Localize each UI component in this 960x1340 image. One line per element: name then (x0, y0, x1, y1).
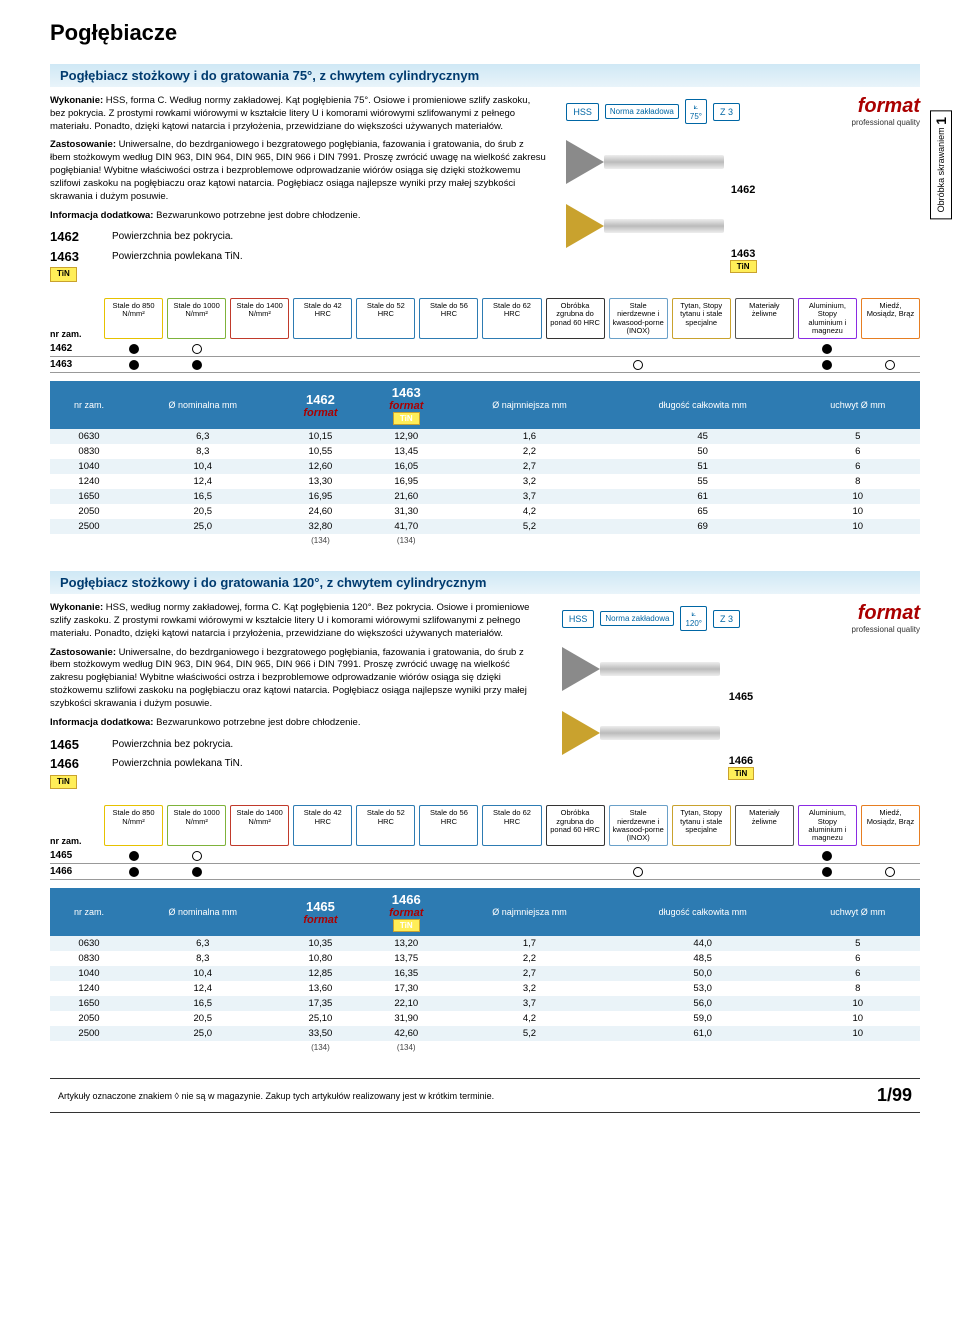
material-cell: Stale do 52 HRC (356, 805, 415, 846)
tool-illustration: 1462 (566, 140, 920, 196)
side-tab-num: 1 (933, 117, 949, 125)
badge-norma: Norma zakładowa (605, 104, 679, 119)
footer: Artykuły oznaczone znakiem ◊ nie są w ma… (50, 1078, 920, 1113)
page-title: Pogłębiacze (50, 20, 920, 46)
badge-hss: HSS (562, 610, 595, 628)
description: Wykonanie: HSS, według normy zakładowej,… (50, 602, 542, 795)
side-tab: Obróbka skrawaniem 1 (930, 110, 952, 219)
badges-row: HSS Norma zakładowa ⟀120° Z 3 (562, 606, 740, 631)
section: Pogłębiacz stożkowy i do gratowania 75°,… (50, 64, 920, 547)
material-row: 1463 (50, 357, 920, 373)
table-row: 124012,413,3016,953,2558 (50, 474, 920, 489)
table-row: 165016,516,9521,603,76110 (50, 489, 920, 504)
brand-logo: formatprofessional quality (740, 95, 920, 127)
section-header: Pogłębiacz stożkowy i do gratowania 75°,… (50, 64, 920, 87)
brand-logo: formatprofessional quality (740, 602, 920, 634)
table-row: 08308,310,5513,452,2506 (50, 444, 920, 459)
section-header: Pogłębiacz stożkowy i do gratowania 120°… (50, 571, 920, 594)
badge-norma: Norma zakładowa (600, 611, 674, 626)
tool-illustration: 1465 (562, 647, 920, 703)
side-tab-text: Obróbka skrawaniem (936, 127, 946, 212)
material-cell: Tytan, Stopy tytanu i stale specjalne (672, 298, 731, 339)
tin-chip: TiN (50, 775, 77, 790)
table-row: 06306,310,3513,201,744,05 (50, 936, 920, 951)
badges-row: HSS Norma zakładowa ⟀75° Z 3 (566, 99, 740, 124)
section: Pogłębiacz stożkowy i do gratowania 120°… (50, 571, 920, 1054)
material-cell: Stale do 62 HRC (482, 805, 541, 846)
table-row: 06306,310,1512,901,6455 (50, 429, 920, 444)
material-cell: Stale do 56 HRC (419, 298, 478, 339)
price-table: nr zam.Ø nominalna mm1462format1463forma… (50, 381, 920, 547)
badge-angle: ⟀120° (680, 606, 707, 631)
table-row: 08308,310,8013,752,248,56 (50, 951, 920, 966)
material-cell: Stale nierdzewne i kwasood-porne (INOX) (609, 298, 668, 339)
material-row: 1466 (50, 864, 920, 880)
tin-chip: TiN (50, 267, 77, 282)
table-row: 104010,412,8516,352,750,06 (50, 966, 920, 981)
material-cell: Stale do 56 HRC (419, 805, 478, 846)
variant-row: 1465Powierzchnia bez pokrycia. (50, 736, 542, 754)
material-cell: Stale do 850 N/mm² (104, 805, 163, 846)
material-cell: Aluminium, Stopy aluminium i magnezu (798, 298, 857, 339)
badge-z3: Z 3 (713, 103, 740, 121)
footer-note: Artykuły oznaczone znakiem ◊ nie są w ma… (58, 1091, 494, 1101)
table-row: 165016,517,3522,103,756,010 (50, 996, 920, 1011)
tool-illustration: 1466TiN (562, 711, 920, 780)
description: Wykonanie: HSS, forma C. Według normy za… (50, 95, 546, 288)
material-cell: Stale do 62 HRC (482, 298, 541, 339)
variant-row: 1466Powierzchnia powlekana TiN. (50, 755, 542, 773)
material-cell: Obróbka zgrubna do ponad 60 HRC (546, 805, 605, 846)
materials-header: nr zam.Stale do 850 N/mm²Stale do 1000 N… (50, 805, 920, 846)
badge-z3: Z 3 (713, 610, 740, 628)
materials-header: nr zam.Stale do 850 N/mm²Stale do 1000 N… (50, 298, 920, 339)
material-cell: Stale do 850 N/mm² (104, 298, 163, 339)
footer-page: 1/99 (877, 1085, 912, 1106)
material-row: 1465 (50, 848, 920, 864)
table-row: 205020,525,1031,904,259,010 (50, 1011, 920, 1026)
material-cell: Materiały żeliwne (735, 298, 794, 339)
material-cell: Aluminium, Stopy aluminium i magnezu (798, 805, 857, 846)
material-cell: Stale nierdzewne i kwasood-porne (INOX) (609, 805, 668, 846)
material-cell: Stale do 1000 N/mm² (167, 298, 226, 339)
material-cell: Miedź, Mosiądz, Brąz (861, 298, 920, 339)
material-cell: Stale do 52 HRC (356, 298, 415, 339)
material-cell: Obróbka zgrubna do ponad 60 HRC (546, 298, 605, 339)
material-cell: Tytan, Stopy tytanu i stale specjalne (672, 805, 731, 846)
material-cell: Stale do 42 HRC (293, 805, 352, 846)
badge-hss: HSS (566, 103, 599, 121)
variant-row: 1462Powierzchnia bez pokrycia. (50, 228, 546, 246)
material-cell: Stale do 1400 N/mm² (230, 298, 289, 339)
table-row: 250025,032,8041,705,26910 (50, 519, 920, 534)
material-cell: Materiały żeliwne (735, 805, 794, 846)
table-row: 205020,524,6031,304,26510 (50, 504, 920, 519)
material-cell: Stale do 1000 N/mm² (167, 805, 226, 846)
tool-illustration: 1463TiN (566, 204, 920, 273)
table-row: 250025,033,5042,605,261,010 (50, 1026, 920, 1041)
material-cell: Stale do 42 HRC (293, 298, 352, 339)
material-cell: Stale do 1400 N/mm² (230, 805, 289, 846)
variant-row: 1463Powierzchnia powlekana TiN. (50, 248, 546, 266)
material-row: 1462 (50, 341, 920, 357)
table-row: 104010,412,6016,052,7516 (50, 459, 920, 474)
badge-angle: ⟀75° (685, 99, 707, 124)
price-table: nr zam.Ø nominalna mm1465format1466forma… (50, 888, 920, 1054)
table-row: 124012,413,6017,303,253,08 (50, 981, 920, 996)
material-cell: Miedź, Mosiądz, Brąz (861, 805, 920, 846)
